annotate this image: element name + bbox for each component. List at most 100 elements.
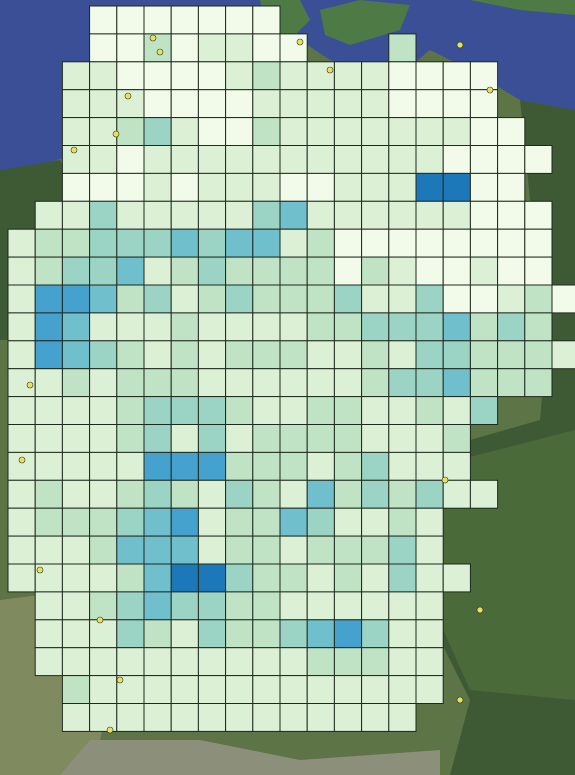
grid-cell [361,200,390,230]
grid-cell [333,228,363,258]
grid-cell [469,340,499,370]
grid-cell [252,312,281,342]
grid-cell [415,312,444,342]
grid-cell [415,507,444,537]
grid-cell [34,368,63,398]
grid-cell [61,703,91,732]
grid-cell [388,200,417,230]
grid-cell [225,340,254,370]
grid-cell [34,312,63,342]
grid-cell [497,145,526,174]
grid-cell [442,117,471,146]
grid-cell [279,507,308,537]
grid-cell [333,591,363,621]
grid-cell [170,89,199,119]
grid-cell [442,200,471,230]
grid-cell [116,591,145,621]
grid-cell [469,312,499,342]
grid-cell [7,312,36,342]
grid-cell [197,535,227,565]
coast-marker [70,146,78,154]
grid-cell [116,479,145,509]
grid-cell [197,228,227,258]
grid-cell [225,535,254,565]
grid-cell [116,368,145,398]
grid-cell [225,479,254,509]
grid-cell [306,675,335,704]
grid-cell [7,451,36,481]
grid-cell [252,61,281,91]
grid-cell [524,284,553,314]
coast-marker [456,41,464,49]
grid-cell [225,424,254,453]
grid-cell [143,396,172,426]
grid-cell [143,312,172,342]
grid-cell [252,340,281,370]
grid-cell [89,340,118,370]
grid-cell [469,228,499,258]
grid-cell [89,703,118,732]
grid-cell [61,591,91,621]
grid-cell [143,5,172,35]
grid-cell [388,33,417,63]
grid-cell [197,647,227,677]
grid-cell [306,256,335,286]
grid-cell [143,228,172,258]
grid-cell [252,451,281,481]
grid-cell [279,61,308,91]
grid-cell [225,89,254,119]
grid-cell [306,368,335,398]
grid-cell [388,284,417,314]
grid-cell [361,117,390,146]
grid-cell [170,61,199,91]
grid-cell [225,172,254,202]
grid-cell [524,200,553,230]
grid-cell [197,340,227,370]
grid-cell [361,535,390,565]
grid-cell [89,619,118,649]
grid-cell [279,535,308,565]
grid-cell [116,256,145,286]
grid-cell [252,535,281,565]
coast-marker [156,48,164,56]
grid-cell [333,647,363,677]
grid-cell [469,479,499,509]
grid-cell [279,396,308,426]
grid-cell [34,535,63,565]
grid-cell [225,591,254,621]
grid-cell [34,507,63,537]
grid-cell [61,507,91,537]
grid-cell [361,284,390,314]
grid-cell [361,340,390,370]
grid-cell [61,647,91,677]
grid-cell [415,61,444,91]
grid-cell [497,368,526,398]
grid-cell [333,451,363,481]
grid-cell [170,172,199,202]
grid-cell [306,563,335,593]
grid-cell [415,200,444,230]
grid-cell [116,33,145,63]
grid-cell [415,117,444,146]
grid-cell [225,563,254,593]
grid-cell [143,647,172,677]
grid-cell [497,228,526,258]
grid-cell [252,479,281,509]
grid-cell [252,619,281,649]
grid-cell [89,647,118,677]
grid-cell [252,172,281,202]
grid-cell [34,424,63,453]
grid-cell [197,312,227,342]
grid-cell [7,284,36,314]
grid-cell [225,61,254,91]
grid-cell [143,675,172,704]
grid-cell [388,675,417,704]
grid-cell [225,703,254,732]
grid-cell [333,117,363,146]
grid-cell [279,368,308,398]
grid-cell [279,312,308,342]
grid-cell [279,33,308,63]
grid-cell [7,228,36,258]
